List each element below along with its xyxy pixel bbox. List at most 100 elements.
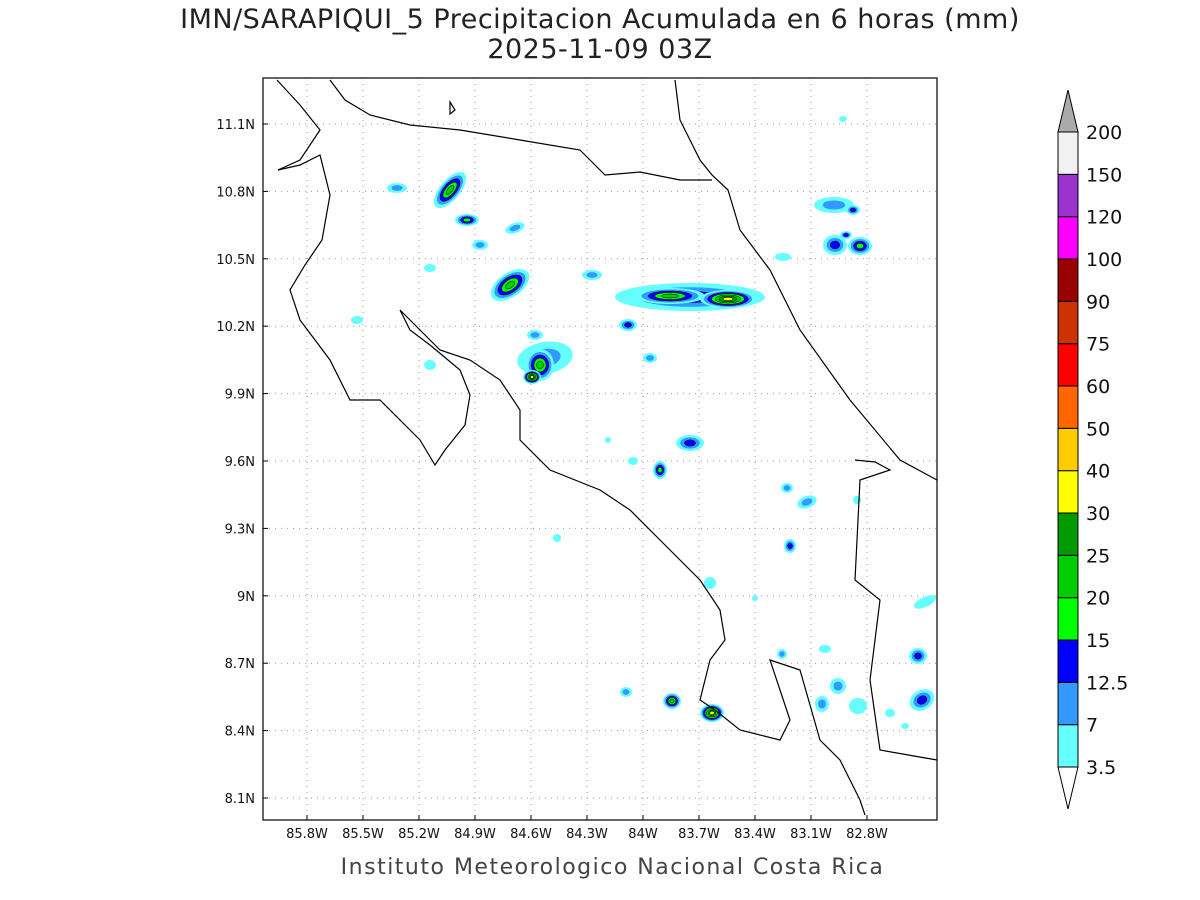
precip-contour bbox=[624, 322, 632, 328]
colorbar-swatch bbox=[1057, 639, 1079, 683]
precip-contour bbox=[530, 375, 534, 379]
precip-contour bbox=[752, 595, 758, 601]
precip-contour bbox=[901, 723, 909, 729]
precip-contour bbox=[885, 709, 895, 717]
precip-contour bbox=[475, 242, 485, 248]
footer-credit: Instituto Meteorologico Nacional Costa R… bbox=[340, 855, 885, 880]
precip-contour bbox=[622, 689, 630, 695]
lon-tick-label: 84W bbox=[628, 827, 658, 842]
precip-contour bbox=[684, 439, 696, 447]
lon-tick-label: 85.2W bbox=[398, 827, 440, 842]
precip-contour bbox=[783, 485, 791, 491]
coastlines bbox=[276, 79, 938, 816]
map-title: IMN/SARAPIQUI_5 Precipitacion Acumulada … bbox=[180, 4, 1020, 35]
precip-contour bbox=[505, 280, 515, 290]
lat-tick-label: 8.4N bbox=[225, 725, 255, 740]
precip-contour bbox=[822, 200, 846, 210]
precip-contour bbox=[853, 496, 861, 504]
precip-contour bbox=[856, 243, 864, 249]
colorbar-label: 40 bbox=[1086, 461, 1110, 483]
colorbar-label: 12.5 bbox=[1086, 672, 1128, 694]
lon-tick-label: 85.8W bbox=[286, 827, 328, 842]
colorbar-swatch bbox=[1057, 385, 1079, 429]
colorbar-label: 90 bbox=[1086, 291, 1110, 313]
lon-tick-label: 84.3W bbox=[566, 827, 608, 842]
precip-contours bbox=[351, 116, 937, 729]
precip-contour bbox=[669, 698, 675, 704]
colorbar-swatch bbox=[1057, 258, 1079, 302]
lat-tick-label: 8.7N bbox=[225, 657, 255, 672]
colorbar-swatch bbox=[1057, 173, 1079, 218]
colorbar-label: 120 bbox=[1086, 207, 1122, 229]
colorbar-label: 15 bbox=[1086, 630, 1110, 652]
precip-contour bbox=[536, 360, 544, 370]
colorbar-label: 25 bbox=[1086, 545, 1110, 567]
precip-contour bbox=[530, 332, 540, 338]
caribbean-coast bbox=[674, 79, 938, 481]
precip-contour bbox=[391, 185, 403, 191]
colorbar-label: 60 bbox=[1086, 376, 1110, 398]
lat-tick-label: 10.8N bbox=[216, 185, 255, 200]
colorbar-swatch bbox=[1057, 300, 1079, 345]
precip-contour bbox=[445, 185, 455, 195]
colorbar-swatch bbox=[1057, 512, 1079, 556]
precip-contour bbox=[839, 116, 847, 122]
precip-contour bbox=[657, 467, 663, 473]
precip-contour bbox=[819, 645, 831, 653]
precip-contour bbox=[661, 293, 679, 299]
colorbar-under-arrow bbox=[1057, 766, 1079, 810]
colorbar-label: 7 bbox=[1086, 715, 1098, 737]
colorbar-label: 75 bbox=[1086, 334, 1110, 356]
precip-contour bbox=[553, 534, 561, 542]
colorbar-label: 30 bbox=[1086, 503, 1110, 525]
precip-contour bbox=[586, 272, 598, 278]
lon-tick-label: 84.9W bbox=[454, 827, 496, 842]
precip-contour bbox=[787, 542, 793, 550]
colorbar-swatch bbox=[1057, 470, 1079, 514]
precip-contour bbox=[424, 264, 436, 272]
colorbar-label: 200 bbox=[1086, 122, 1122, 144]
precip-contour bbox=[914, 652, 922, 660]
precip-contour bbox=[463, 217, 471, 223]
colorbar-swatch bbox=[1057, 216, 1079, 260]
lake-island bbox=[449, 99, 456, 116]
colorbar-swatch bbox=[1057, 131, 1079, 175]
colorbar-swatch bbox=[1057, 681, 1079, 726]
lat-tick-label: 9.9N bbox=[225, 388, 255, 403]
pacific-coast bbox=[277, 154, 866, 816]
precip-contour bbox=[779, 651, 785, 657]
map-frame bbox=[262, 77, 938, 821]
lat-tick-label: 10.5N bbox=[216, 253, 255, 268]
graticule bbox=[263, 78, 937, 820]
colorbar: 3.5 7 12.5 15 20 25 30 40 50 60 75 90 100 120 150 200 bbox=[1057, 89, 1128, 810]
colorbar-swatch bbox=[1057, 554, 1079, 599]
colorbar-swatch bbox=[1057, 597, 1079, 641]
lon-tick-label: 83.4W bbox=[734, 827, 776, 842]
lat-tick-label: 10.2N bbox=[216, 320, 255, 335]
panama-border bbox=[854, 459, 938, 761]
precip-contour bbox=[351, 316, 363, 324]
precip-contour bbox=[830, 240, 840, 250]
nicaragua-border bbox=[276, 79, 712, 181]
precip-contour bbox=[849, 698, 867, 714]
precip-contour bbox=[628, 457, 638, 465]
colorbar-swatch bbox=[1057, 427, 1079, 472]
lon-tick-label: 83.1W bbox=[790, 827, 832, 842]
precip-contour bbox=[704, 577, 716, 589]
lon-tick-label: 84.6W bbox=[510, 827, 552, 842]
colorbar-label: 3.5 bbox=[1086, 757, 1116, 779]
precip-contour bbox=[709, 711, 715, 715]
colorbar-label: 100 bbox=[1086, 249, 1122, 271]
lat-tick-label: 9N bbox=[237, 590, 255, 605]
precip-contour bbox=[646, 355, 654, 361]
precip-contour bbox=[843, 233, 849, 237]
precip-contour bbox=[424, 360, 436, 370]
lat-tick-label: 11.1N bbox=[216, 118, 255, 133]
colorbar-label: 150 bbox=[1086, 164, 1122, 186]
precip-contour bbox=[916, 695, 928, 705]
precip-contour bbox=[818, 699, 826, 709]
colorbar-swatch bbox=[1057, 343, 1079, 387]
lat-tick-label: 8.1N bbox=[225, 792, 255, 807]
precip-contour bbox=[801, 498, 813, 506]
